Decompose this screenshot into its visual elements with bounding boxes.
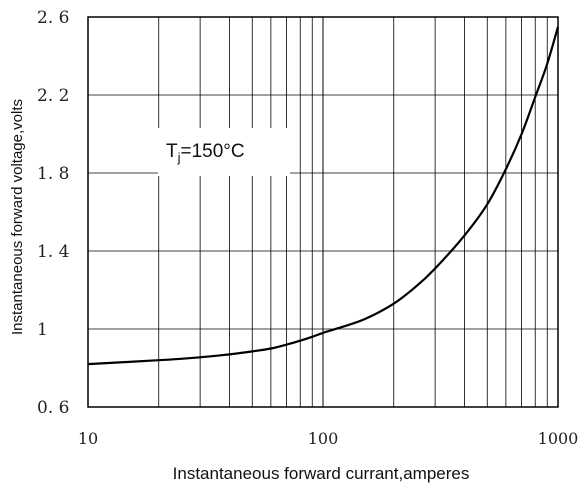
- annotation-rest: =150°C: [181, 141, 245, 162]
- annotation-background: [158, 128, 290, 176]
- y-tick-label: 2. 2: [37, 86, 69, 106]
- y-tick-label: 0. 6: [37, 398, 69, 418]
- x-tick-label: 1000: [538, 429, 579, 448]
- y-tick-label: 2. 6: [37, 8, 69, 28]
- annotation-subscript: j: [177, 150, 181, 165]
- y-tick-label: 1. 4: [37, 242, 69, 262]
- plot-frame: [87, 16, 559, 408]
- y-axis-label: Instantaneous forward voltage,volts: [9, 99, 26, 335]
- y-tick-label: 1. 8: [37, 164, 69, 184]
- x-tick-label: 100: [308, 429, 339, 448]
- y-tick-label: 1: [37, 320, 48, 340]
- x-axis-label: Instantaneous forward currant,amperes: [173, 464, 470, 483]
- annotation-main: T: [166, 141, 178, 162]
- x-tick-label: 10: [78, 429, 98, 448]
- temperature-annotation: Tj=150°C: [166, 141, 245, 165]
- series-line: [87, 26, 560, 366]
